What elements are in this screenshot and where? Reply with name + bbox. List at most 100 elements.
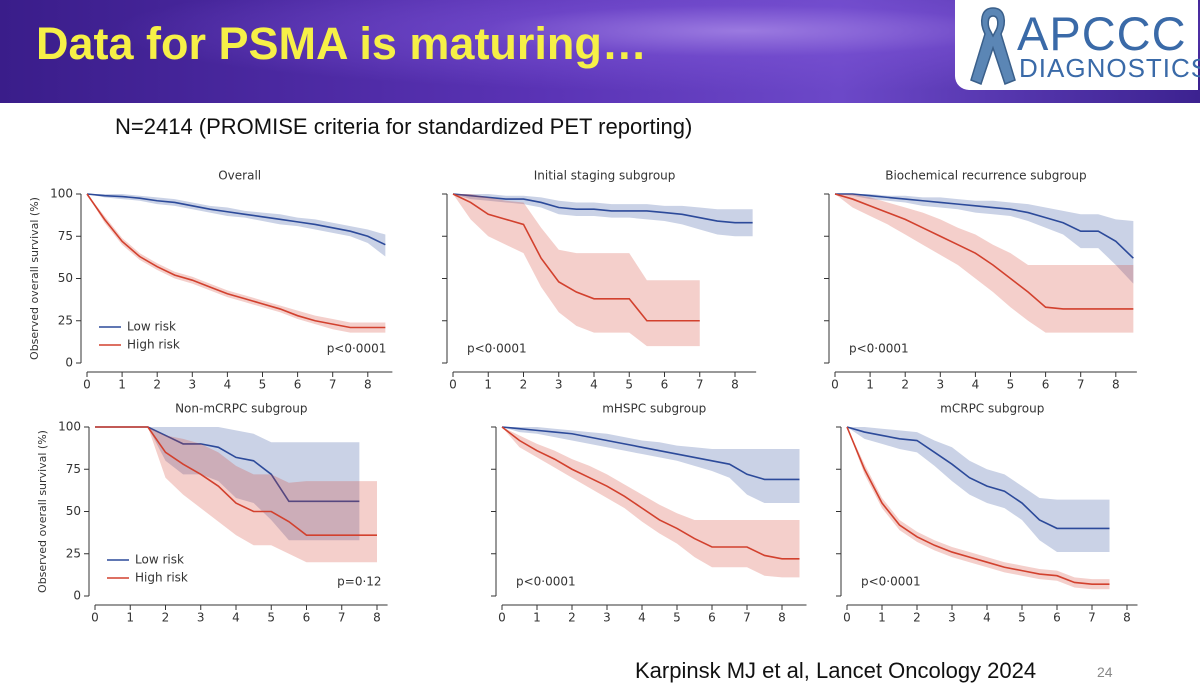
y-tick-label: 100 — [50, 187, 73, 201]
x-tick-label: 5 — [259, 378, 267, 392]
x-tick-label: 2 — [913, 611, 921, 625]
x-tick-label: 6 — [1042, 378, 1050, 392]
chart-title: mHSPC subgroup — [602, 402, 706, 416]
p-value: p<0·0001 — [849, 342, 909, 356]
x-tick-label: 0 — [831, 378, 839, 392]
survival-curve — [846, 426, 1110, 585]
x-tick-label: 6 — [294, 378, 302, 392]
y-axis-label: Observed overall survival (%) — [28, 197, 41, 360]
legend-label: Low risk — [135, 553, 184, 567]
confidence-band — [502, 427, 800, 504]
x-tick-label: 3 — [603, 611, 611, 625]
confidence-band — [453, 194, 700, 347]
ribbon-icon — [970, 7, 1016, 85]
confidence-band — [835, 194, 1134, 284]
x-tick-label: 6 — [303, 611, 311, 625]
confidence-band — [87, 194, 386, 257]
p-value: p<0·0001 — [327, 342, 387, 356]
page-number: 24 — [1097, 664, 1113, 680]
y-tick-label: 100 — [58, 420, 81, 434]
chart-title: Initial staging subgroup — [534, 169, 676, 183]
x-tick-label: 6 — [708, 611, 716, 625]
chart-title: Non-mCRPC subgroup — [175, 402, 307, 416]
survival-curve — [86, 193, 386, 329]
x-tick-label: 4 — [983, 611, 991, 625]
y-tick-label: 25 — [66, 546, 81, 560]
p-value: p<0·0001 — [467, 342, 527, 356]
x-tick-label: 4 — [232, 611, 240, 625]
x-tick-label: 6 — [661, 378, 669, 392]
confidence-band — [835, 194, 1134, 333]
x-tick-label: 2 — [901, 378, 909, 392]
x-tick-label: 3 — [948, 611, 956, 625]
x-tick-label: 3 — [197, 611, 205, 625]
x-tick-label: 7 — [1077, 378, 1085, 392]
x-tick-label: 3 — [555, 378, 563, 392]
citation: Karpinsk MJ et al, Lancet Oncology 2024 — [635, 658, 1037, 683]
survival-curve — [86, 193, 386, 246]
confidence-band — [95, 427, 377, 563]
x-tick-label: 8 — [731, 378, 739, 392]
x-tick-label: 8 — [364, 378, 372, 392]
x-tick-label: 0 — [83, 378, 91, 392]
x-tick-label: 5 — [1018, 611, 1026, 625]
x-tick-label: 6 — [1053, 611, 1061, 625]
slide-title: Data for PSMA is maturing… — [36, 18, 647, 69]
survival-curve — [835, 193, 1134, 259]
x-tick-label: 1 — [484, 378, 492, 392]
x-tick-label: 3 — [188, 378, 196, 392]
legend-label: High risk — [135, 571, 188, 585]
x-tick-label: 8 — [778, 611, 786, 625]
y-tick-label: 25 — [58, 313, 73, 327]
x-tick-label: 7 — [338, 611, 346, 625]
survival-curve — [452, 193, 753, 224]
confidence-band — [847, 427, 1110, 590]
confidence-band — [95, 427, 360, 541]
y-tick-label: 75 — [58, 229, 73, 243]
logo-subtext: DIAGNOSTICS — [1019, 53, 1200, 83]
y-tick-label: 75 — [66, 462, 81, 476]
x-tick-label: 1 — [126, 611, 134, 625]
x-tick-label: 1 — [878, 611, 886, 625]
x-tick-label: 7 — [696, 378, 704, 392]
x-tick-label: 4 — [972, 378, 980, 392]
x-tick-label: 1 — [533, 611, 541, 625]
y-tick-label: 0 — [73, 589, 81, 603]
x-tick-label: 0 — [91, 611, 99, 625]
survival-curve — [95, 426, 377, 536]
x-tick-label: 7 — [743, 611, 751, 625]
chart-title: Biochemical recurrence subgroup — [885, 169, 1086, 183]
legend-label: High risk — [127, 338, 180, 352]
p-value: p=0·12 — [337, 575, 381, 589]
x-tick-label: 1 — [118, 378, 126, 392]
x-tick-label: 2 — [520, 378, 528, 392]
chart-title: mCRPC subgroup — [940, 402, 1044, 416]
survival-curve — [452, 193, 700, 322]
y-tick-label: 50 — [66, 504, 81, 518]
confidence-band — [847, 427, 1110, 553]
confidence-band — [502, 427, 800, 578]
x-tick-label: 7 — [1088, 611, 1096, 625]
x-tick-label: 5 — [1007, 378, 1015, 392]
x-tick-label: 1 — [866, 378, 874, 392]
logo: APCCC DIAGNOSTICS — [955, 0, 1200, 90]
confidence-band — [453, 194, 753, 237]
x-tick-label: 4 — [590, 378, 598, 392]
x-tick-label: 4 — [224, 378, 232, 392]
legend-label: Low risk — [127, 320, 176, 334]
confidence-band — [87, 194, 386, 333]
survival-curve — [834, 193, 1134, 310]
p-value: p<0·0001 — [861, 575, 921, 589]
x-tick-label: 0 — [843, 611, 851, 625]
y-tick-label: 50 — [58, 271, 73, 285]
x-tick-label: 3 — [936, 378, 944, 392]
x-tick-label: 7 — [329, 378, 337, 392]
x-tick-label: 4 — [638, 611, 646, 625]
x-tick-label: 0 — [498, 611, 506, 625]
x-tick-label: 8 — [1123, 611, 1131, 625]
x-tick-label: 8 — [373, 611, 381, 625]
y-tick-label: 0 — [65, 356, 73, 370]
survival-curve — [501, 426, 800, 481]
